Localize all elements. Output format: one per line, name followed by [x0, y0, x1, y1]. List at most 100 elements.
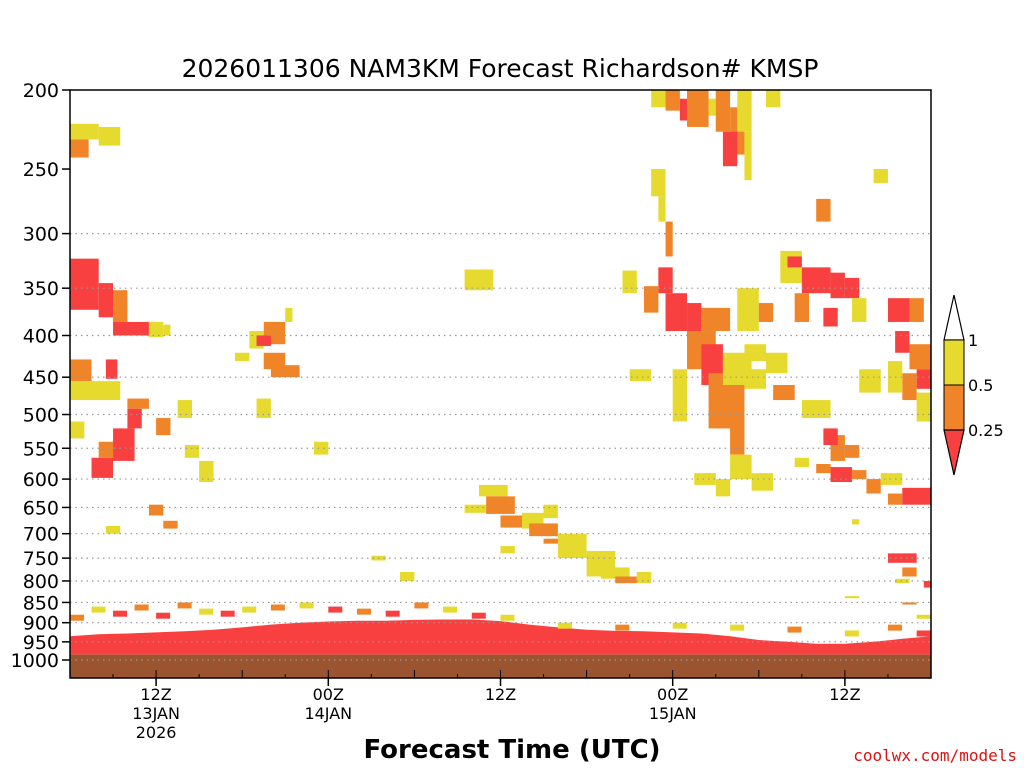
- ri-cell: [909, 344, 931, 370]
- ri-cell: [672, 369, 688, 422]
- ri-cell: [737, 288, 759, 332]
- x-tick-label: 12Z: [829, 685, 860, 704]
- y-tick-label: 1000: [11, 650, 59, 672]
- ri-cell: [902, 487, 931, 505]
- ri-cell: [478, 484, 508, 497]
- ri-cell: [651, 90, 666, 108]
- ri-cell: [902, 373, 917, 401]
- ri-cell: [916, 630, 931, 637]
- ri-cell: [600, 567, 630, 579]
- ri-cell: [500, 546, 515, 554]
- legend: 1 0.5 0.25: [943, 294, 1004, 476]
- chart-title: 2026011306 NAM3KM Forecast Richardson# K…: [182, 54, 819, 83]
- ri-cell: [70, 614, 84, 621]
- ri-cell: [852, 470, 867, 480]
- ri-cell: [385, 610, 400, 617]
- ri-cell: [622, 270, 637, 294]
- ri-cell: [751, 473, 774, 491]
- ri-cell: [859, 369, 881, 393]
- x-tick-label: 14JAN: [304, 704, 352, 723]
- legend-triangle-bottom: [943, 429, 965, 476]
- ri-cell: [177, 400, 192, 419]
- y-tick-label: 950: [23, 632, 59, 654]
- ri-cell: [400, 572, 415, 581]
- ri-cell: [500, 614, 515, 621]
- ri-cell: [98, 441, 114, 458]
- ri-cell: [270, 365, 300, 378]
- ri-cell: [794, 293, 810, 322]
- ri-cell: [127, 398, 149, 409]
- ri-cell: [794, 457, 810, 468]
- ri-cell: [543, 504, 558, 519]
- ri-cell: [177, 602, 192, 609]
- x-tick-label: 2026: [136, 723, 177, 742]
- ri-cell: [758, 303, 774, 322]
- ri-cell: [844, 630, 859, 637]
- ri-cell: [672, 622, 687, 629]
- ri-cell: [471, 612, 486, 619]
- ri-cell: [916, 614, 931, 619]
- ri-cell: [744, 131, 752, 181]
- ri-cell: [242, 606, 257, 613]
- ri-cell: [830, 272, 845, 299]
- ri-cell: [923, 580, 931, 588]
- ri-cell: [715, 400, 731, 429]
- ri-cell: [895, 331, 910, 353]
- ri-cell: [744, 344, 766, 362]
- ri-cell: [414, 602, 429, 609]
- ri-cell: [148, 321, 164, 338]
- legend-triangle-top: [943, 294, 965, 341]
- ri-cell: [148, 504, 164, 516]
- ri-cell: [127, 408, 142, 429]
- ri-cell: [687, 90, 709, 127]
- ri-cell: [557, 622, 572, 629]
- ri-cell: [615, 624, 630, 631]
- ri-cell: [443, 606, 458, 613]
- ri-cell: [694, 473, 716, 485]
- x-axis-label: Forecast Time (UTC): [363, 735, 660, 765]
- ri-cell: [163, 520, 178, 529]
- ri-cell: [464, 504, 487, 513]
- legend-swatch: [943, 384, 965, 431]
- ri-cell: [615, 576, 637, 584]
- y-tick-label: 300: [23, 224, 59, 246]
- legend-label: 0.5: [968, 376, 993, 395]
- y-tick-label: 850: [23, 592, 59, 614]
- y-tick-label: 350: [23, 278, 59, 300]
- ri-cell: [902, 602, 917, 605]
- ri-cell: [105, 359, 118, 379]
- plot-area: [69, 89, 932, 679]
- ri-cell: [313, 441, 329, 455]
- ri-cell: [91, 457, 114, 478]
- y-tick-label: 250: [23, 159, 59, 181]
- ri-cell: [887, 493, 903, 505]
- ri-cell: [730, 454, 752, 480]
- ri-cell: [744, 369, 766, 389]
- ri-cell: [285, 307, 293, 322]
- ri-cell: [737, 90, 752, 132]
- ri-cell: [529, 523, 558, 537]
- ri-cell: [679, 98, 688, 121]
- x-tick-label: 13JAN: [132, 704, 180, 723]
- ri-cell: [887, 553, 917, 563]
- ri-cell: [70, 421, 85, 439]
- ri-cell: [156, 612, 171, 619]
- ri-cell: [801, 400, 831, 419]
- legend-swatch: [943, 339, 965, 386]
- ri-cell: [113, 321, 149, 336]
- ri-cell: [765, 352, 788, 374]
- ri-cell: [163, 324, 171, 336]
- ri-cell: [156, 418, 171, 436]
- legend-label: 1: [968, 331, 978, 350]
- ri-cell: [844, 445, 860, 458]
- ri-cell: [816, 464, 831, 474]
- ri-cell: [844, 596, 860, 599]
- ri-cell: [134, 604, 149, 611]
- ri-cell: [98, 126, 121, 146]
- ri-cell: [765, 90, 781, 108]
- ri-cell: [701, 307, 731, 332]
- ri-cell: [113, 610, 128, 617]
- ri-cell: [199, 608, 214, 615]
- ri-cell: [357, 608, 371, 615]
